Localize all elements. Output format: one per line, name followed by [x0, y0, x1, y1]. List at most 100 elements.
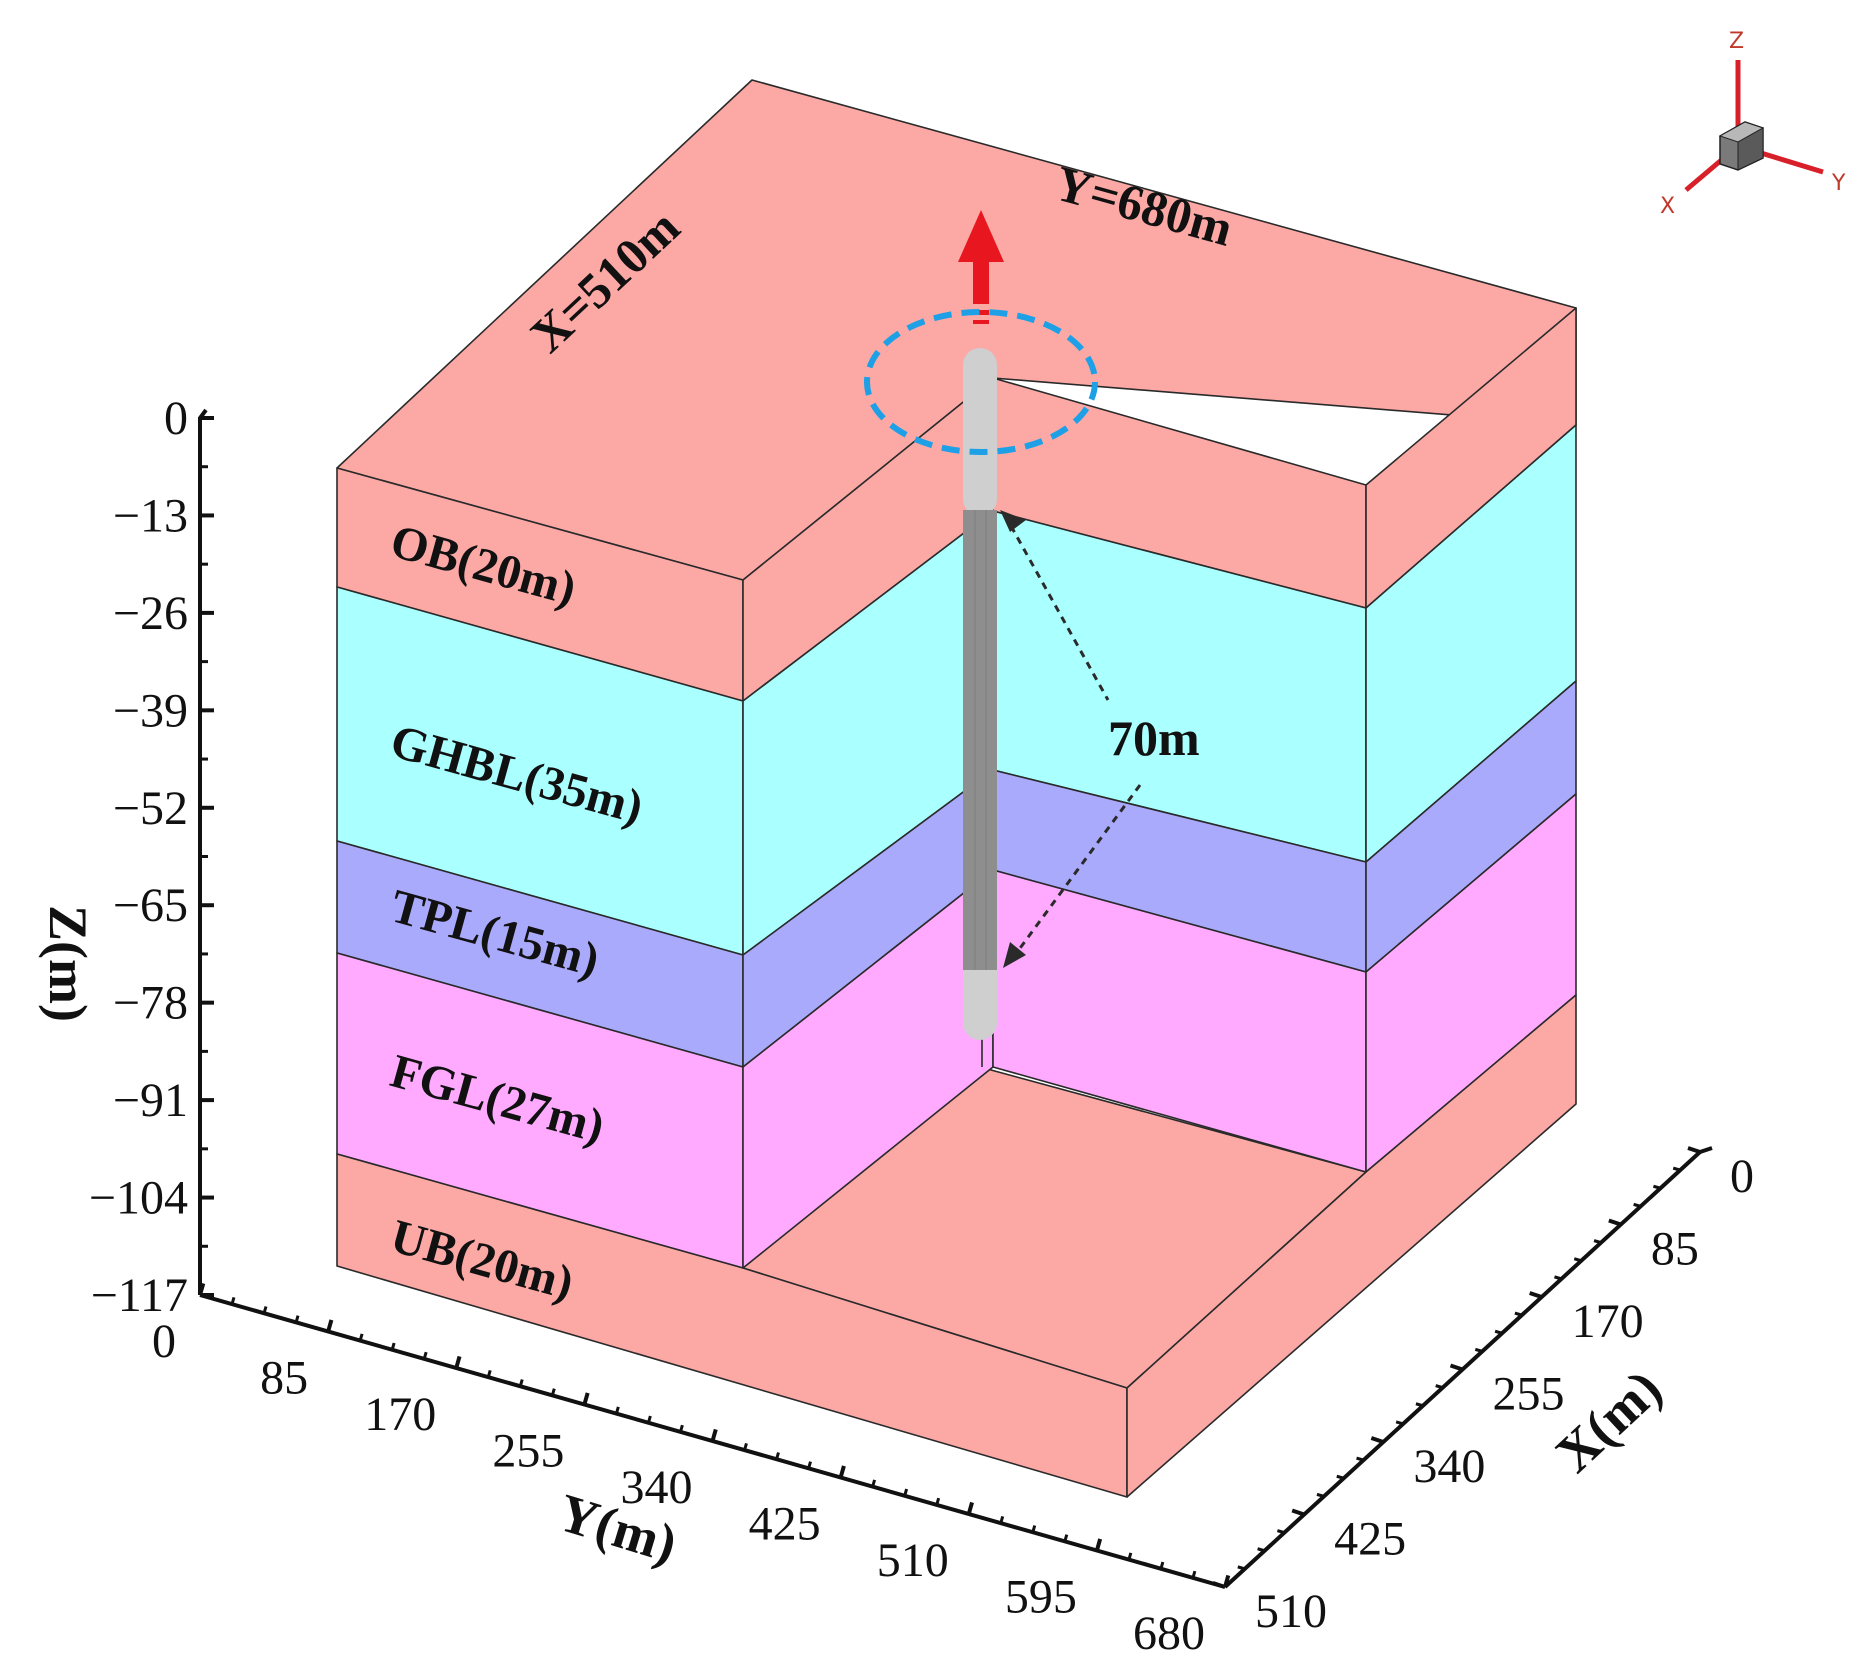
x-tick-label: 170	[1572, 1295, 1644, 1348]
z-tick-label: −117	[91, 1269, 188, 1322]
x-minor-tick	[1356, 1456, 1364, 1462]
y-minor-tick	[743, 1442, 748, 1451]
x-tick-mark	[1370, 1436, 1384, 1444]
y-axis-ticks: 0 85 170 255 340 425 510 595 680	[152, 1282, 1231, 1660]
x-minor-tick	[1316, 1492, 1325, 1498]
x-minor-tick	[1633, 1202, 1642, 1208]
y-tick-label: 85	[260, 1352, 308, 1405]
well-screen-interval	[963, 510, 997, 970]
z-tick-label: −65	[113, 879, 188, 932]
length-dimension	[1000, 510, 1142, 968]
y-minor-tick	[999, 1515, 1005, 1524]
y-minor-tick	[518, 1379, 524, 1387]
x-tick-label: 85	[1651, 1223, 1699, 1276]
y-minor-tick	[1191, 1570, 1197, 1579]
triad-x-label: X	[1660, 194, 1675, 219]
y-minor-tick	[646, 1415, 652, 1424]
x-minor-tick	[1514, 1311, 1523, 1317]
y-tick-mark	[198, 1282, 206, 1296]
y-tick-label: 595	[1005, 1571, 1077, 1624]
production-arrow-dash	[973, 320, 989, 324]
production-arrow	[958, 210, 1004, 304]
well	[864, 210, 1142, 1067]
y-tick-mark	[454, 1355, 462, 1369]
z-tick-label: −39	[113, 684, 188, 737]
x-minor-tick	[1494, 1329, 1503, 1335]
z-tick-label: −104	[89, 1172, 188, 1225]
x-tick-label: 255	[1493, 1368, 1565, 1421]
well-length-label: 70m	[1108, 710, 1200, 766]
x-minor-tick	[1395, 1420, 1404, 1426]
x-minor-tick	[1237, 1565, 1246, 1571]
x-minor-tick	[1672, 1166, 1681, 1172]
y-minor-tick	[1127, 1552, 1133, 1561]
y-minor-tick	[775, 1452, 780, 1460]
x-tick-mark	[1449, 1363, 1464, 1372]
x-tick-mark	[1608, 1218, 1622, 1227]
x-minor-tick	[1573, 1257, 1582, 1263]
x-minor-tick	[1554, 1275, 1562, 1281]
layered-block	[336, 79, 1577, 1498]
z-tick-label: −13	[113, 489, 188, 542]
z-axis-line	[198, 408, 208, 1295]
x-minor-tick	[1276, 1529, 1285, 1535]
well-casing-upper	[963, 348, 997, 516]
x-minor-tick	[1474, 1347, 1483, 1353]
y-minor-tick	[1031, 1525, 1037, 1533]
x-minor-tick	[1653, 1184, 1661, 1190]
y-tick-mark	[710, 1428, 718, 1442]
y-tick-mark	[1094, 1538, 1103, 1552]
z-tick-label: 0	[164, 392, 188, 445]
x-tick-label: 425	[1334, 1513, 1406, 1566]
y-tick-mark	[326, 1319, 334, 1333]
y-minor-tick	[390, 1342, 396, 1351]
y-minor-tick	[262, 1306, 268, 1314]
x-tick-mark	[1291, 1508, 1305, 1517]
y-minor-tick	[422, 1351, 428, 1360]
x-tick-label: 0	[1730, 1150, 1754, 1203]
z-axis-ticks: 0 −13 −26 −39 −52 −65 −78 −91 −104 −117	[89, 392, 214, 1322]
y-tick-label: 680	[1133, 1607, 1205, 1660]
z-tick-label: −26	[113, 587, 188, 640]
y-minor-tick	[903, 1488, 909, 1497]
well-casing-lower	[963, 950, 997, 1040]
x-minor-tick	[1415, 1402, 1424, 1408]
y-tick-label: 170	[364, 1388, 436, 1441]
y-tick-mark	[966, 1501, 974, 1515]
y-minor-tick	[486, 1369, 492, 1378]
x-axis-end	[1699, 1146, 1713, 1154]
wellhead-ring	[864, 309, 1098, 455]
x-tick-label: 340	[1413, 1440, 1485, 1493]
x-tick-mark	[1687, 1146, 1701, 1154]
y-tick-mark	[582, 1392, 590, 1406]
triad-y-label: Y	[1831, 171, 1846, 196]
triad-z-label: Z	[1729, 29, 1744, 54]
z-axis-title: Z(m)	[38, 905, 98, 1022]
x-tick-label: 510	[1255, 1585, 1327, 1638]
z-tick-label: −78	[113, 977, 188, 1030]
z-tick-label: −91	[113, 1074, 188, 1127]
y-minor-tick	[679, 1424, 684, 1433]
x-minor-tick	[1435, 1384, 1444, 1390]
y-minor-tick	[807, 1461, 812, 1469]
production-arrow-dash	[973, 310, 989, 315]
right-face-ub	[1126, 994, 1577, 1498]
well-screen-grid	[974, 510, 987, 970]
y-minor-tick	[1063, 1534, 1069, 1542]
y-minor-tick	[614, 1406, 620, 1415]
y-tick-label: 0	[152, 1315, 176, 1368]
y-minor-tick	[294, 1315, 300, 1323]
orientation-triad: Z Y X	[1660, 29, 1846, 219]
x-minor-tick	[1257, 1547, 1265, 1553]
y-tick-label: 340	[621, 1461, 693, 1514]
x-minor-tick	[1336, 1474, 1345, 1480]
x-tick-mark	[1212, 1581, 1226, 1589]
y-tick-label: 510	[877, 1534, 949, 1587]
y-minor-tick	[871, 1479, 877, 1488]
y-minor-tick	[358, 1333, 364, 1342]
x-tick-mark	[1529, 1291, 1543, 1299]
y-tick-label: 255	[492, 1425, 564, 1478]
y-tick-mark	[838, 1465, 846, 1479]
